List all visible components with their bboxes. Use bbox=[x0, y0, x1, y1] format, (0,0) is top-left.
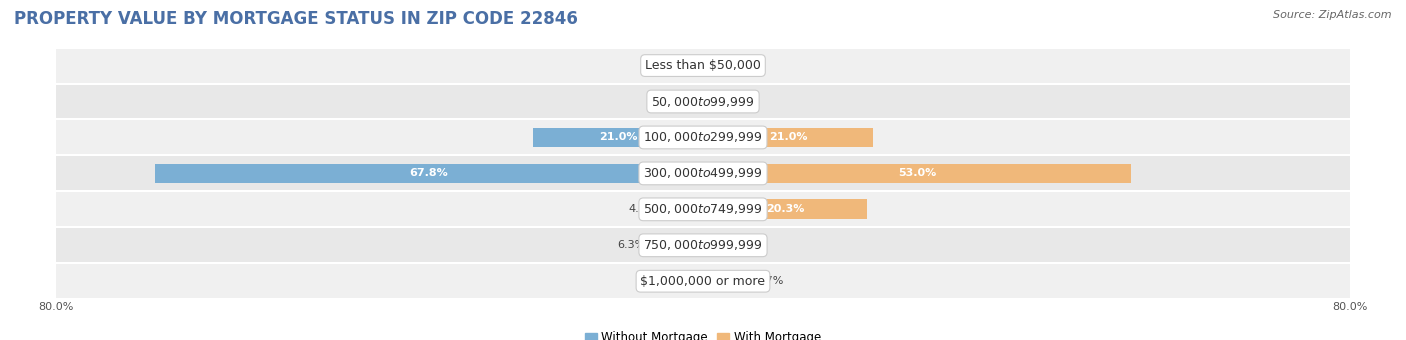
Bar bbox=[533, 128, 703, 147]
Text: 20.3%: 20.3% bbox=[766, 204, 804, 214]
Bar bbox=[56, 191, 1350, 227]
Text: 0.0%: 0.0% bbox=[711, 97, 740, 106]
Text: $500,000 to $749,999: $500,000 to $749,999 bbox=[644, 202, 762, 216]
Text: 67.8%: 67.8% bbox=[409, 168, 449, 179]
Bar bbox=[703, 128, 873, 147]
Bar bbox=[703, 164, 1132, 183]
Bar bbox=[56, 48, 1350, 84]
Bar bbox=[56, 227, 1350, 263]
Text: 5.7%: 5.7% bbox=[755, 276, 785, 286]
Text: PROPERTY VALUE BY MORTGAGE STATUS IN ZIP CODE 22846: PROPERTY VALUE BY MORTGAGE STATUS IN ZIP… bbox=[14, 10, 578, 28]
Bar bbox=[56, 119, 1350, 155]
Legend: Without Mortgage, With Mortgage: Without Mortgage, With Mortgage bbox=[581, 326, 825, 340]
Text: $300,000 to $499,999: $300,000 to $499,999 bbox=[644, 166, 762, 181]
Text: $50,000 to $99,999: $50,000 to $99,999 bbox=[651, 95, 755, 108]
Text: $100,000 to $299,999: $100,000 to $299,999 bbox=[644, 131, 762, 144]
Text: 0.0%: 0.0% bbox=[666, 97, 695, 106]
Text: 21.0%: 21.0% bbox=[769, 133, 807, 142]
Bar bbox=[56, 263, 1350, 299]
Text: $1,000,000 or more: $1,000,000 or more bbox=[641, 275, 765, 288]
Text: 0.0%: 0.0% bbox=[666, 276, 695, 286]
Text: 0.0%: 0.0% bbox=[666, 61, 695, 71]
Text: 0.0%: 0.0% bbox=[711, 61, 740, 71]
Text: 0.0%: 0.0% bbox=[711, 240, 740, 250]
Bar bbox=[155, 164, 703, 183]
Bar bbox=[56, 155, 1350, 191]
Text: Less than $50,000: Less than $50,000 bbox=[645, 59, 761, 72]
Text: 6.3%: 6.3% bbox=[617, 240, 645, 250]
Text: 21.0%: 21.0% bbox=[599, 133, 637, 142]
Text: Source: ZipAtlas.com: Source: ZipAtlas.com bbox=[1274, 10, 1392, 20]
Bar bbox=[703, 271, 749, 291]
Text: 53.0%: 53.0% bbox=[898, 168, 936, 179]
Bar bbox=[56, 84, 1350, 119]
Bar bbox=[703, 200, 868, 219]
Text: $750,000 to $999,999: $750,000 to $999,999 bbox=[644, 238, 762, 252]
Bar bbox=[652, 235, 703, 255]
Text: 4.9%: 4.9% bbox=[628, 204, 657, 214]
Bar bbox=[664, 200, 703, 219]
